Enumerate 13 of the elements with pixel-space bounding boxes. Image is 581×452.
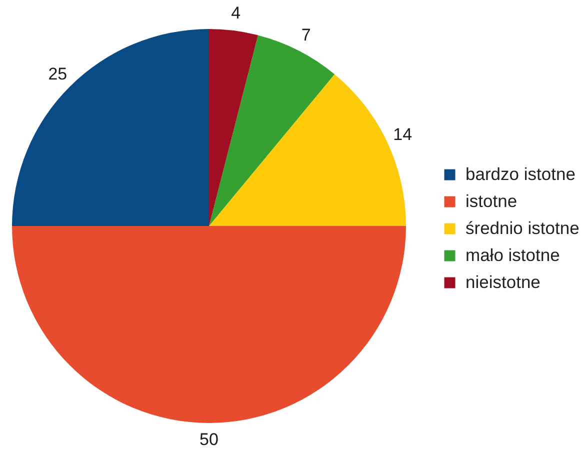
legend-label: istotne: [466, 190, 518, 211]
data-label: 25: [48, 64, 68, 84]
data-label: 14: [393, 124, 412, 144]
legend-label: mało istotne: [466, 244, 560, 265]
pie-slice: [209, 29, 258, 226]
data-label: 50: [200, 430, 218, 449]
data-label: 4: [231, 4, 241, 23]
legend-label: nieistotne: [466, 272, 540, 292]
pie-slice: [12, 226, 406, 423]
legend-label: bardzo istotne: [466, 164, 576, 184]
legend-label: średnio istotne: [466, 218, 580, 238]
data-label: 7: [301, 25, 311, 44]
pie-slice: [12, 29, 209, 226]
